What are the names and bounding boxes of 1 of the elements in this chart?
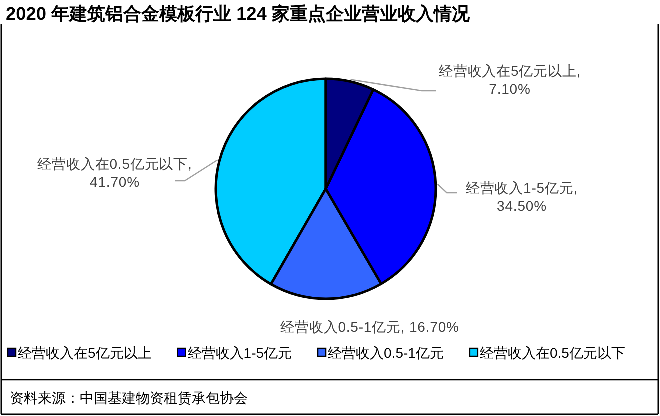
title: 2020 年建筑铝合金模板行业 124 家重点企业营业收入情况	[6, 4, 470, 24]
